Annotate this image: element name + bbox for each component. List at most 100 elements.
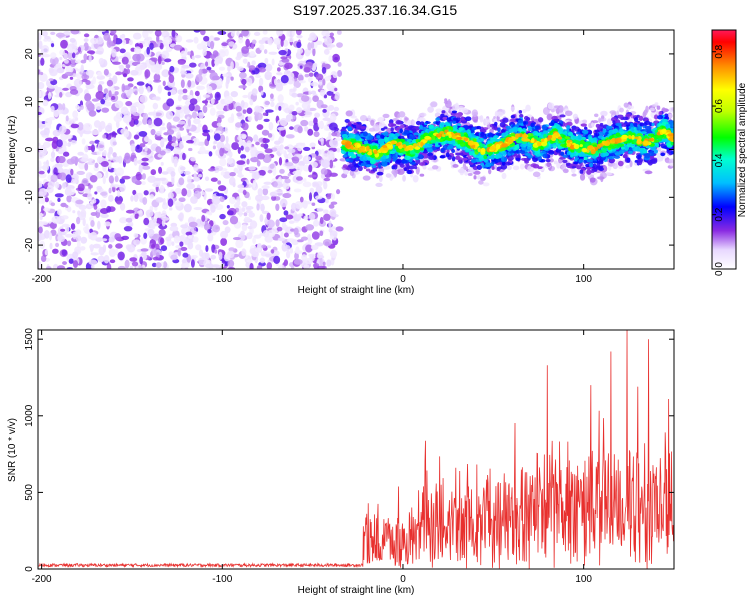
- noise-blob: [208, 151, 213, 157]
- signal-halo-blob: [452, 164, 459, 168]
- noise-blob: [214, 165, 224, 171]
- noise-blob: [50, 151, 56, 159]
- noise-blob: [297, 126, 303, 134]
- noise-blob: [215, 266, 220, 269]
- noise-blob: [83, 53, 88, 61]
- noise-blob: [328, 55, 333, 63]
- noise-blob: [198, 111, 205, 119]
- noise-blob: [120, 106, 129, 115]
- noise-blob: [264, 253, 272, 257]
- signal-ridge-blob: [503, 157, 508, 163]
- noise-blob: [328, 204, 335, 209]
- noise-blob: [66, 195, 72, 203]
- noise-blob: [65, 134, 73, 139]
- signal-halo-blob: [404, 117, 409, 121]
- noise-blob: [138, 209, 143, 218]
- noise-blob: [261, 129, 270, 136]
- noise-blob: [230, 76, 234, 81]
- signal-halo-blob: [510, 106, 515, 112]
- noise-blob: [199, 146, 206, 155]
- noise-blob: [134, 46, 142, 55]
- signal-ridge-blob: [644, 153, 651, 159]
- noise-blob: [218, 57, 223, 65]
- noise-blob: [326, 90, 334, 96]
- noise-blob: [144, 145, 148, 152]
- noise-blob: [103, 88, 109, 94]
- noise-blob: [262, 112, 268, 116]
- noise-blob: [276, 30, 284, 37]
- noise-blob: [152, 96, 161, 101]
- noise-blob: [244, 146, 250, 153]
- noise-blob: [138, 164, 143, 174]
- noise-blob: [84, 188, 91, 194]
- noise-blob: [197, 123, 202, 128]
- noise-blob: [198, 249, 204, 257]
- noise-blob: [75, 230, 79, 237]
- signal-ridge-blob: [626, 124, 630, 130]
- noise-blob: [62, 151, 70, 157]
- noise-blob: [48, 78, 54, 82]
- noise-blob: [170, 171, 176, 177]
- noise-blob: [72, 260, 79, 268]
- noise-blob: [250, 156, 259, 163]
- signal-halo-blob: [556, 162, 561, 169]
- signal-halo-blob: [480, 176, 486, 182]
- signal-ridge-blob: [406, 169, 413, 175]
- noise-blob: [70, 123, 80, 129]
- noise-blob: [108, 236, 115, 243]
- signal-halo-blob: [625, 164, 631, 169]
- noise-blob: [83, 122, 93, 132]
- noise-blob: [275, 79, 283, 89]
- noise-blob: [147, 80, 153, 85]
- noise-blob: [176, 112, 180, 117]
- noise-blob: [97, 156, 103, 164]
- noise-blob: [40, 71, 44, 76]
- noise-blob: [263, 181, 272, 185]
- noise-blob: [258, 77, 264, 87]
- noise-blob: [169, 225, 179, 232]
- noise-blob: [293, 258, 303, 265]
- noise-blob: [279, 217, 288, 223]
- noise-blob: [222, 220, 229, 226]
- noise-blob: [328, 131, 332, 139]
- noise-blob: [112, 75, 118, 84]
- noise-blob: [216, 103, 225, 110]
- signal-ridge-blob: [537, 117, 544, 123]
- noise-blob: [228, 176, 236, 186]
- signal-ridge-blob: [580, 123, 587, 127]
- noise-blob: [154, 30, 162, 37]
- noise-blob: [271, 195, 277, 201]
- noise-blob: [70, 59, 76, 65]
- noise-blob: [100, 98, 106, 105]
- noise-blob: [188, 221, 198, 228]
- signal-halo-blob: [542, 107, 550, 116]
- signal-ridge-blob: [494, 121, 498, 126]
- signal-ridge-blob: [447, 144, 454, 149]
- noise-blob: [141, 181, 146, 186]
- noise-blob: [178, 120, 186, 125]
- noise-blob: [63, 59, 69, 64]
- noise-blob: [48, 232, 53, 241]
- signal-halo-blob: [600, 115, 605, 120]
- signal-ridge-blob: [537, 166, 543, 170]
- noise-blob: [275, 219, 280, 227]
- noise-blob: [172, 147, 182, 155]
- noise-blob: [123, 225, 133, 232]
- noise-blob: [93, 204, 98, 210]
- noise-blob: [138, 130, 148, 137]
- noise-blob: [228, 41, 235, 47]
- noise-blob: [197, 174, 203, 178]
- noise-blob: [88, 110, 97, 117]
- noise-blob: [50, 174, 58, 183]
- signal-halo-blob: [462, 108, 469, 114]
- signal-halo-blob: [656, 105, 661, 110]
- signal-ridge-blob: [376, 135, 382, 139]
- noise-blob: [65, 66, 74, 74]
- noise-blob: [294, 169, 302, 178]
- noise-blob: [89, 175, 98, 183]
- noise-blob: [117, 155, 123, 164]
- noise-blob: [240, 230, 245, 236]
- noise-blob: [178, 197, 186, 203]
- noise-blob: [257, 62, 267, 69]
- noise-blob: [139, 64, 146, 71]
